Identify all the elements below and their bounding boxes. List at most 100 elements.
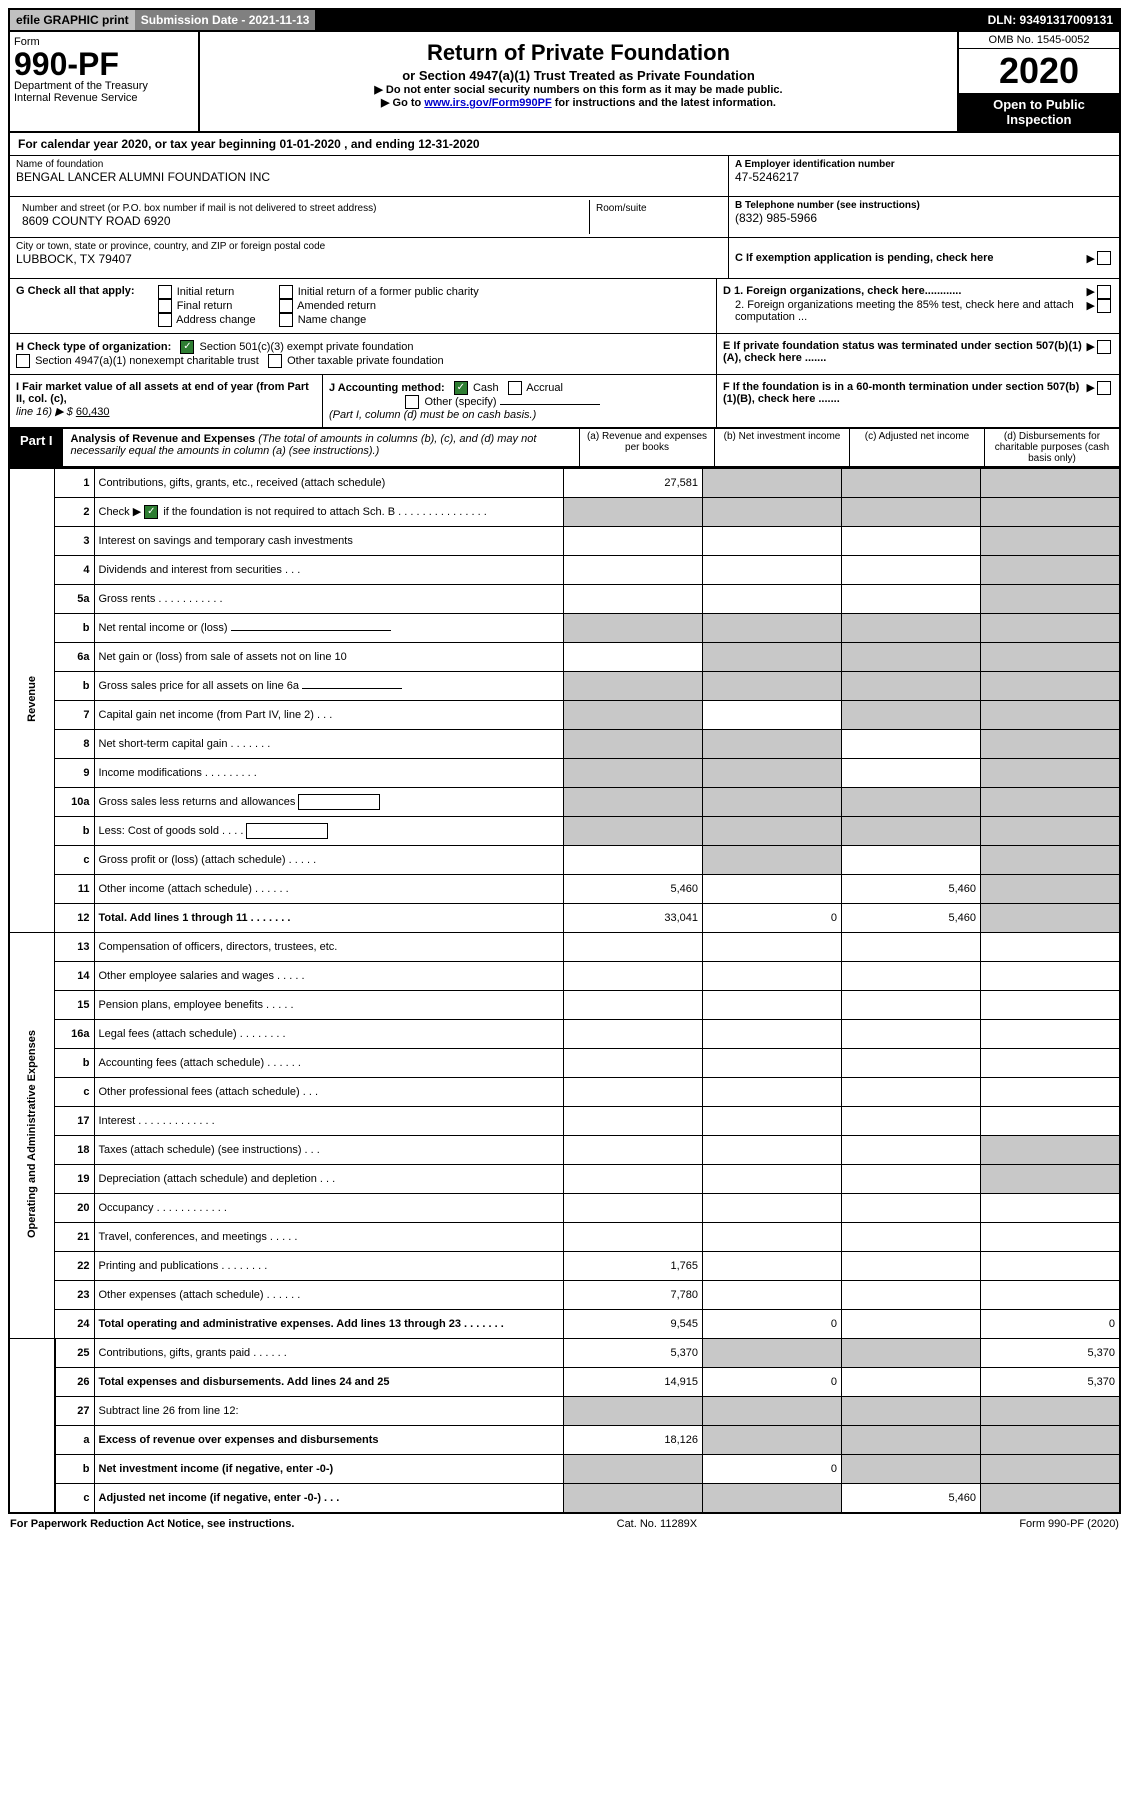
tax-year: 2020 bbox=[959, 49, 1119, 93]
line-num: 21 bbox=[55, 1223, 95, 1252]
row-16b: bAccounting fees (attach schedule) . . .… bbox=[9, 1049, 1120, 1078]
line-desc: Excess of revenue over expenses and disb… bbox=[94, 1426, 564, 1455]
final-return-label: Final return bbox=[177, 300, 233, 312]
cb-accrual[interactable] bbox=[508, 381, 522, 395]
part1-header: Part I Analysis of Revenue and Expenses … bbox=[8, 429, 1121, 468]
header-center: Return of Private Foundation or Section … bbox=[200, 32, 959, 131]
foundation-name-row: Name of foundation BENGAL LANCER ALUMNI … bbox=[10, 156, 728, 197]
line-num: 24 bbox=[55, 1310, 95, 1339]
cb-cash[interactable] bbox=[454, 381, 468, 395]
line-desc: Adjusted net income (if negative, enter … bbox=[94, 1484, 564, 1514]
arrow-icon: ▶ bbox=[1087, 340, 1095, 368]
footer: For Paperwork Reduction Act Notice, see … bbox=[8, 1514, 1121, 1534]
cb-address-change[interactable] bbox=[158, 313, 172, 327]
line-num: 2 bbox=[55, 498, 95, 527]
line-desc: Accounting fees (attach schedule) . . . … bbox=[94, 1049, 564, 1078]
val-a: 18,126 bbox=[564, 1426, 703, 1455]
row-20: 20Occupancy . . . . . . . . . . . . bbox=[9, 1194, 1120, 1223]
cb-name-change[interactable] bbox=[279, 313, 293, 327]
line-num: 11 bbox=[55, 875, 95, 904]
e-block: E If private foundation status was termi… bbox=[716, 334, 1119, 374]
row-10a: 10aGross sales less returns and allowanc… bbox=[9, 788, 1120, 817]
form-title: Return of Private Foundation bbox=[206, 40, 951, 66]
cb-d1[interactable] bbox=[1097, 285, 1111, 299]
line-num: 7 bbox=[55, 701, 95, 730]
c-label: C If exemption application is pending, c… bbox=[735, 252, 1085, 264]
row-27: 27Subtract line 26 from line 12: bbox=[9, 1397, 1120, 1426]
cb-final-return[interactable] bbox=[158, 299, 172, 313]
line-desc: Printing and publications . . . . . . . … bbox=[94, 1252, 564, 1281]
cb-amended[interactable] bbox=[279, 299, 293, 313]
row-21: 21Travel, conferences, and meetings . . … bbox=[9, 1223, 1120, 1252]
j-block: J Accounting method: Cash Accrual Other … bbox=[323, 375, 717, 427]
cb-other-taxable[interactable] bbox=[268, 354, 282, 368]
cb-d2[interactable] bbox=[1097, 299, 1111, 313]
val-d bbox=[981, 498, 1121, 527]
s501-label: Section 501(c)(3) exempt private foundat… bbox=[199, 341, 413, 353]
initial-return-label: Initial return bbox=[177, 286, 234, 298]
row-15: 15Pension plans, employee benefits . . .… bbox=[9, 991, 1120, 1020]
cal-text-b: , and ending bbox=[341, 137, 418, 151]
line-desc: Other professional fees (attach schedule… bbox=[94, 1078, 564, 1107]
j-note: (Part I, column (d) must be on cash basi… bbox=[329, 409, 536, 421]
val-b bbox=[703, 469, 842, 498]
line-desc: Capital gain net income (from Part IV, l… bbox=[94, 701, 564, 730]
line-num: 12 bbox=[55, 904, 95, 933]
line-num: c bbox=[55, 846, 95, 875]
cb-501c3[interactable] bbox=[180, 340, 194, 354]
line-desc: Gross profit or (loss) (attach schedule)… bbox=[94, 846, 564, 875]
line-desc: Legal fees (attach schedule) . . . . . .… bbox=[94, 1020, 564, 1049]
line-desc: Compensation of officers, directors, tru… bbox=[94, 933, 564, 962]
val-d: 0 bbox=[981, 1310, 1121, 1339]
f-label: F If the foundation is in a 60-month ter… bbox=[723, 381, 1085, 421]
street-address: 8609 COUNTY ROAD 6920 bbox=[22, 214, 583, 228]
val-c bbox=[842, 498, 981, 527]
line-num: 16a bbox=[55, 1020, 95, 1049]
form-number: 990-PF bbox=[14, 48, 194, 80]
row-23: 23Other expenses (attach schedule) . . .… bbox=[9, 1281, 1120, 1310]
line-desc: Net short-term capital gain . . . . . . … bbox=[94, 730, 564, 759]
phone-label: B Telephone number (see instructions) bbox=[735, 200, 1113, 211]
exemption-pending-row: C If exemption application is pending, c… bbox=[729, 238, 1119, 279]
s4947-label: Section 4947(a)(1) nonexempt charitable … bbox=[35, 355, 259, 367]
efile-label[interactable]: efile GRAPHIC print bbox=[10, 10, 135, 30]
val-c: 5,460 bbox=[842, 904, 981, 933]
line-num: b bbox=[55, 672, 95, 701]
row-27a: aExcess of revenue over expenses and dis… bbox=[9, 1426, 1120, 1455]
line-desc: Less: Cost of goods sold . . . . bbox=[94, 817, 564, 846]
val-b: 0 bbox=[703, 1310, 842, 1339]
cb-e[interactable] bbox=[1097, 340, 1111, 354]
cb-4947[interactable] bbox=[16, 354, 30, 368]
ein-label: A Employer identification number bbox=[735, 159, 1113, 170]
id-right: A Employer identification number 47-5246… bbox=[728, 156, 1119, 279]
line-num: 25 bbox=[55, 1339, 95, 1368]
cb-other-method[interactable] bbox=[405, 395, 419, 409]
note2-post: for instructions and the latest informat… bbox=[552, 97, 776, 109]
val-a: 7,780 bbox=[564, 1281, 703, 1310]
val-a: 5,370 bbox=[564, 1339, 703, 1368]
row-4: 4Dividends and interest from securities … bbox=[9, 556, 1120, 585]
form990pf-link[interactable]: www.irs.gov/Form990PF bbox=[424, 97, 551, 109]
col-a-head: (a) Revenue and expenses per books bbox=[579, 429, 714, 466]
header-right: OMB No. 1545-0052 2020 Open to Public In… bbox=[959, 32, 1119, 131]
line-desc: Total operating and administrative expen… bbox=[94, 1310, 564, 1339]
cb-initial-former[interactable] bbox=[279, 285, 293, 299]
omb-number: OMB No. 1545-0052 bbox=[959, 32, 1119, 49]
row-22: 22Printing and publications . . . . . . … bbox=[9, 1252, 1120, 1281]
g-block: G Check all that apply: Initial return F… bbox=[10, 279, 716, 333]
c-checkbox[interactable] bbox=[1097, 251, 1111, 265]
irs-label: Internal Revenue Service bbox=[14, 92, 194, 104]
col-c-head: (c) Adjusted net income bbox=[849, 429, 984, 466]
line-num: 10a bbox=[55, 788, 95, 817]
val-b: 0 bbox=[703, 1368, 842, 1397]
line-num: b bbox=[55, 1049, 95, 1078]
cb-initial-return[interactable] bbox=[158, 285, 172, 299]
cb-schb[interactable] bbox=[144, 505, 158, 519]
row-5a: 5aGross rents . . . . . . . . . . . bbox=[9, 585, 1120, 614]
line-num: 5a bbox=[55, 585, 95, 614]
val-c bbox=[842, 469, 981, 498]
cb-f[interactable] bbox=[1097, 381, 1111, 395]
line-desc: Dividends and interest from securities .… bbox=[94, 556, 564, 585]
city-label: City or town, state or province, country… bbox=[16, 241, 722, 252]
foundation-name: BENGAL LANCER ALUMNI FOUNDATION INC bbox=[16, 170, 722, 184]
